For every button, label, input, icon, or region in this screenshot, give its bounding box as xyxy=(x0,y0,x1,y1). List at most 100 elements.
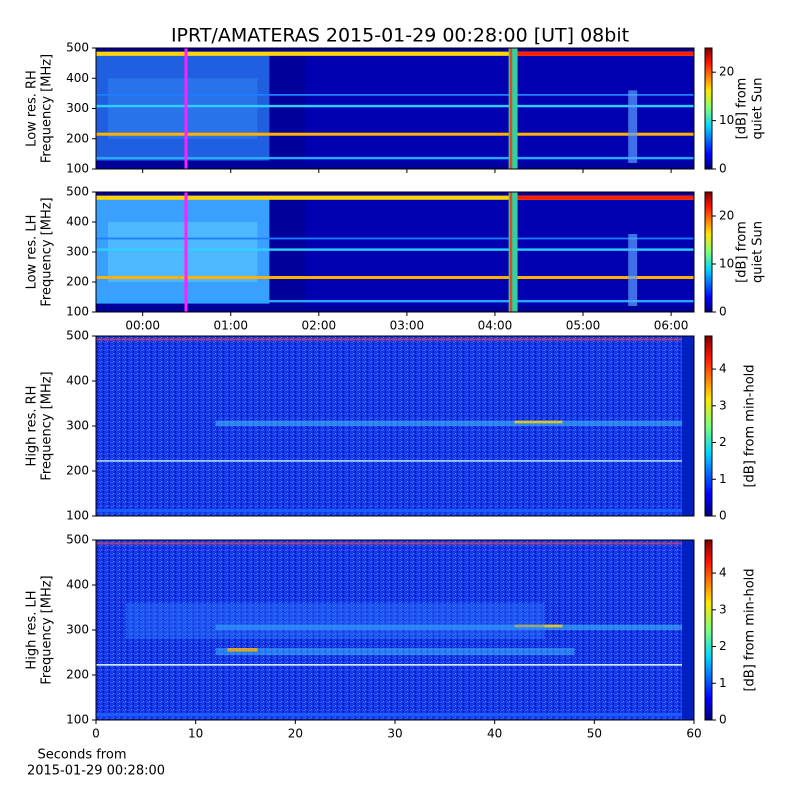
texture xyxy=(96,664,694,666)
colorbar-tick-label: 1 xyxy=(719,472,727,486)
colorbar-label: [dB] from xyxy=(735,221,750,283)
x-tick-label: 01:00 xyxy=(213,319,248,333)
y-tick-label: 500 xyxy=(66,329,89,343)
y-tick-label: 300 xyxy=(66,419,89,433)
y-axis-label: High res. LH xyxy=(25,590,40,669)
texture xyxy=(514,195,694,200)
texture xyxy=(96,195,694,200)
y-tick-label: 100 xyxy=(66,509,89,523)
texture xyxy=(107,78,258,139)
y-tick-label: 500 xyxy=(66,533,89,547)
y-tick-label: 300 xyxy=(66,623,89,637)
texture xyxy=(628,90,638,163)
colorbar-tick-label: 2 xyxy=(719,639,727,653)
y-tick-label: 500 xyxy=(66,185,89,199)
texture xyxy=(96,542,683,545)
colorbar xyxy=(704,47,713,170)
y-tick-label: 200 xyxy=(66,131,89,145)
y-axis-label: Frequency [MHz] xyxy=(40,575,55,684)
texture xyxy=(215,624,694,630)
y-tick-label: 400 xyxy=(66,71,89,85)
y-tick-label: 400 xyxy=(66,578,89,592)
y-tick-label: 100 xyxy=(66,162,89,176)
y-axis-label: Low res. RH xyxy=(25,70,40,147)
texture xyxy=(96,248,694,251)
y-tick-label: 400 xyxy=(66,374,89,388)
y-tick-label: 100 xyxy=(66,713,89,727)
colorbar-label: [dB] from min-hold xyxy=(743,364,758,487)
texture xyxy=(184,192,188,312)
texture xyxy=(96,508,683,513)
x-tick-label: 06:00 xyxy=(654,319,689,333)
colorbar-tick-label: 20 xyxy=(719,209,734,223)
texture xyxy=(96,51,694,56)
texture xyxy=(96,132,694,136)
x-tick-label: 00:00 xyxy=(125,319,160,333)
texture xyxy=(96,300,694,303)
colorbar-tick-label: 20 xyxy=(719,65,734,79)
colorbar xyxy=(704,335,713,517)
colorbar-label: [dB] from min-hold xyxy=(743,568,758,691)
x-tick-label: 0 xyxy=(92,727,100,741)
colorbar-tick-label: 4 xyxy=(719,566,727,580)
texture xyxy=(96,104,694,108)
texture xyxy=(509,48,513,169)
texture xyxy=(96,93,694,96)
colorbar-tick-label: 4 xyxy=(719,362,727,376)
texture xyxy=(514,624,563,628)
texture xyxy=(682,540,694,720)
texture xyxy=(215,420,694,426)
texture xyxy=(509,192,513,312)
colorbar-tick-label: 3 xyxy=(719,602,727,616)
x-tick-label: 50 xyxy=(587,727,602,741)
y-axis-label: High res. RH xyxy=(25,386,40,467)
x-axis-label: Seconds from xyxy=(37,748,126,763)
texture xyxy=(96,276,694,279)
x-tick-label: 40 xyxy=(487,727,502,741)
y-axis-label: Frequency [MHz] xyxy=(40,371,55,480)
y-tick-label: 500 xyxy=(66,41,89,55)
y-tick-label: 300 xyxy=(66,245,89,259)
x-tick-label: 20 xyxy=(288,727,303,741)
texture xyxy=(227,648,258,652)
y-axis-label: Frequency [MHz] xyxy=(40,54,55,163)
x-tick-label: 60 xyxy=(686,727,701,741)
texture xyxy=(107,222,258,282)
texture xyxy=(508,192,518,312)
y-tick-label: 200 xyxy=(66,275,89,289)
y-tick-label: 400 xyxy=(66,215,89,229)
texture xyxy=(514,420,563,424)
texture xyxy=(96,156,694,160)
colorbar-tick-label: 0 xyxy=(719,713,727,727)
colorbar-tick-label: 1 xyxy=(719,676,727,690)
x-tick-label: 03:00 xyxy=(390,319,425,333)
x-tick-label: 10 xyxy=(188,727,203,741)
x-tick-label: 04:00 xyxy=(478,319,513,333)
texture xyxy=(184,48,188,169)
texture xyxy=(514,51,694,56)
colorbar-tick-label: 0 xyxy=(719,162,727,176)
texture xyxy=(96,712,683,717)
colorbar-tick-label: 10 xyxy=(719,113,734,127)
texture xyxy=(628,234,638,306)
y-tick-label: 200 xyxy=(66,464,89,478)
x-tick-label: 02:00 xyxy=(302,319,337,333)
texture xyxy=(125,603,545,639)
colorbar-label: quiet Sun xyxy=(751,77,766,139)
y-tick-label: 300 xyxy=(66,101,89,115)
colorbar xyxy=(704,191,713,313)
colorbar-label: [dB] from xyxy=(735,78,750,140)
y-axis-label: Frequency [MHz] xyxy=(40,197,55,306)
x-axis-label: 2015-01-29 00:28:00 xyxy=(27,764,165,779)
colorbar-tick-label: 2 xyxy=(719,435,727,449)
colorbar-tick-label: 10 xyxy=(719,257,734,271)
colorbar-tick-label: 0 xyxy=(719,305,727,319)
texture xyxy=(215,648,575,656)
y-tick-label: 100 xyxy=(66,305,89,319)
x-tick-label: 30 xyxy=(387,727,402,741)
y-tick-label: 200 xyxy=(66,668,89,682)
texture xyxy=(96,237,694,240)
texture xyxy=(508,48,518,169)
colorbar xyxy=(704,539,713,721)
